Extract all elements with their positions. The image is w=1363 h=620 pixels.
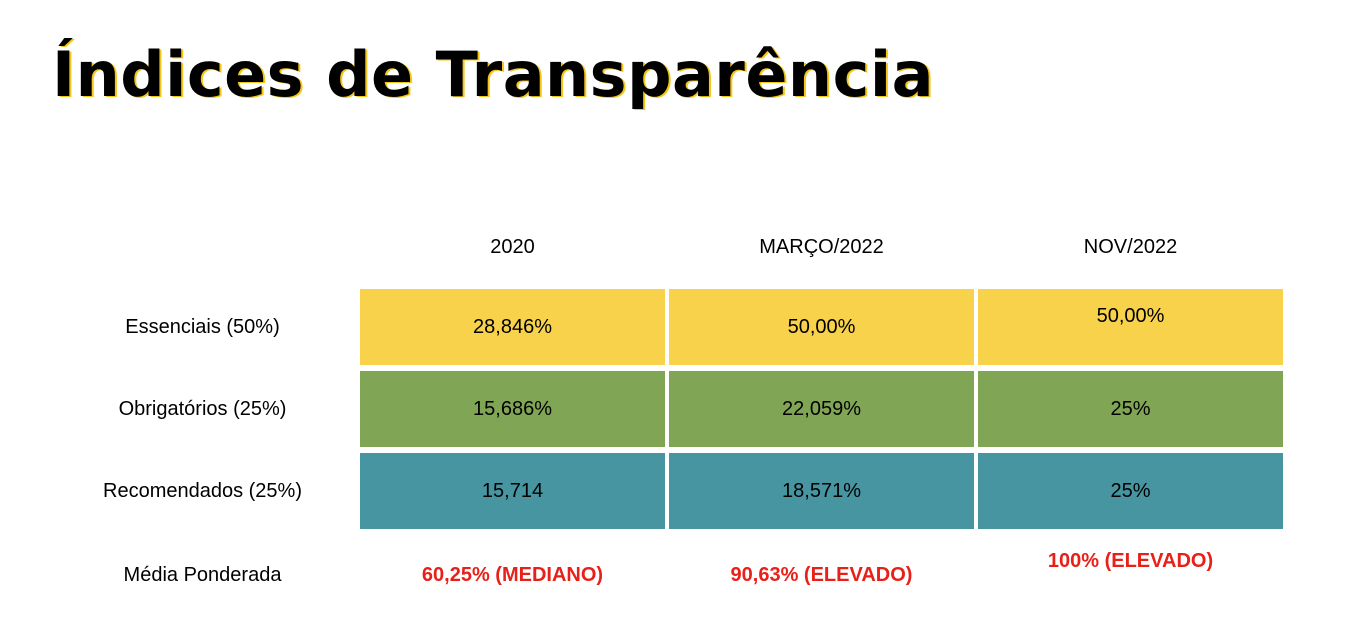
cell-essenciais-marco-2022: 50,00% (669, 289, 974, 365)
column-header-nov-2022: NOV/2022 (1083, 236, 1178, 258)
row-label-essenciais: Essenciais (50%) (125, 316, 280, 338)
cell-obrigatorios-2020: 15,686% (360, 371, 665, 447)
column-header-marco-2022: MARÇO/2022 (759, 236, 884, 258)
weighted-average-marco-2022: 90,63% (ELEVADO) (730, 564, 913, 586)
cell-recomendados-nov-2022: 25% (978, 453, 1283, 529)
weighted-average-label: Média Ponderada (123, 564, 282, 586)
column-header-2020: 2020 (490, 236, 535, 258)
weighted-average-nov-2022: 100% (ELEVADO) (1047, 550, 1214, 572)
cell-essenciais-nov-2022: 50,00% (978, 289, 1283, 365)
cell-essenciais-2020: 28,846% (360, 289, 665, 365)
page-title: Índices de Transparência (52, 38, 934, 111)
cell-recomendados-marco-2022: 18,571% (669, 453, 974, 529)
cell-obrigatorios-nov-2022: 25% (978, 371, 1283, 447)
weighted-average-2020: 60,25% (MEDIANO) (421, 564, 604, 586)
row-label-recomendados: Recomendados (25%) (103, 480, 302, 502)
cell-obrigatorios-marco-2022: 22,059% (669, 371, 974, 447)
cell-recomendados-2020: 15,714 (360, 453, 665, 529)
row-label-obrigatorios: Obrigatórios (25%) (118, 398, 287, 420)
